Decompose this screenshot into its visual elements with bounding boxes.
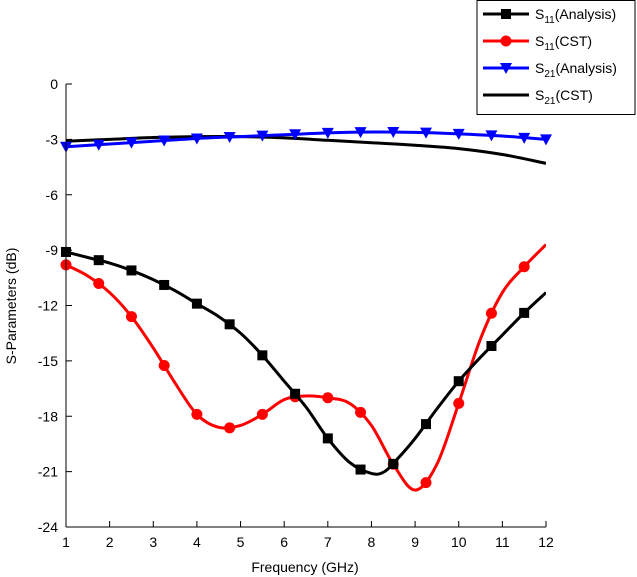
data-point [355, 406, 367, 418]
data-point [453, 376, 464, 387]
x-tick-label: 8 [368, 534, 376, 550]
y-tick-label: -18 [38, 408, 58, 424]
data-point [421, 419, 431, 430]
data-point [486, 340, 497, 351]
series-line [66, 243, 546, 492]
series-21-cst [66, 134, 546, 165]
legend-label: S21(Analysis) [535, 60, 617, 80]
y-tick-label: -24 [38, 519, 58, 535]
data-point [322, 392, 334, 404]
y-tick-label: -3 [46, 131, 59, 147]
legend-label: S11(Analysis) [535, 6, 616, 26]
x-tick-label: 9 [411, 534, 419, 550]
y-tick-label: -9 [46, 242, 59, 258]
data-point [354, 127, 367, 139]
legend-item: S11(Analysis) [483, 6, 616, 26]
x-tick-label: 5 [237, 534, 245, 550]
data-point [191, 298, 202, 309]
y-tick-label: -21 [38, 464, 58, 480]
x-tick-label: 6 [280, 534, 288, 550]
series-line [66, 130, 546, 149]
legend-marker [500, 35, 512, 47]
data-point [92, 139, 105, 151]
data-point [518, 261, 530, 273]
plot-area [60, 127, 552, 492]
data-point [224, 319, 235, 330]
legend-item: S21(Analysis) [483, 60, 617, 80]
legend-item: S11(CST) [483, 33, 592, 53]
data-point [158, 135, 171, 147]
data-point [388, 458, 399, 469]
data-point [191, 408, 203, 420]
data-point [190, 133, 203, 145]
data-point [223, 132, 236, 144]
data-point [540, 134, 552, 146]
data-point [420, 477, 432, 489]
data-point [159, 279, 170, 290]
data-point [93, 277, 105, 289]
x-tick-label: 3 [149, 534, 157, 550]
data-point [519, 307, 530, 318]
series-line [66, 250, 546, 476]
data-point [452, 128, 465, 140]
data-point [125, 311, 137, 323]
data-point [453, 397, 465, 409]
data-point [125, 137, 138, 149]
y-tick-label: 0 [50, 76, 58, 92]
data-point [158, 359, 170, 371]
x-tick-label: 7 [324, 534, 332, 550]
x-tick-label: 2 [106, 534, 114, 550]
data-point [289, 129, 302, 141]
x-tick-label: 11 [495, 534, 510, 550]
data-point [256, 130, 269, 142]
data-point [322, 433, 333, 444]
data-point [257, 350, 268, 361]
data-point [387, 127, 400, 139]
y-axis-title: S-Parameters (dB) [3, 248, 19, 365]
legend-item: S21(CST) [483, 87, 593, 107]
data-point [126, 265, 137, 276]
data-point [485, 307, 497, 319]
legend-marker [501, 9, 511, 19]
data-point [256, 408, 268, 420]
data-point [485, 130, 498, 142]
y-tick-label: -12 [38, 298, 58, 314]
x-axis-title: Frequency (GHz) [251, 559, 358, 575]
data-point [321, 127, 334, 139]
data-point [420, 127, 432, 139]
data-point [290, 388, 301, 399]
data-point [355, 464, 366, 475]
legend-label: S11(CST) [535, 33, 592, 53]
series-11-cst [60, 243, 546, 492]
legend-label: S21(CST) [535, 87, 593, 107]
series-line [66, 134, 546, 165]
y-tick-label: -15 [38, 353, 58, 369]
x-tick-label: 4 [193, 534, 201, 550]
x-tick-label: 1 [62, 534, 70, 550]
x-tick-label: 12 [538, 534, 554, 550]
data-point [518, 132, 531, 144]
legend: S11(Analysis) S11(CST) S21(Analysis) S21(CS… [476, 0, 636, 115]
legend-marker [500, 63, 512, 74]
series-21-analysis [60, 127, 552, 153]
y-tick-label: -6 [46, 187, 59, 203]
x-tick-label: 10 [451, 534, 467, 550]
data-point [224, 422, 236, 434]
axes: 1 2 3 4 5 6 7 8 9 10 11 120-3-6-9-12-15-18-21-24 [38, 76, 554, 550]
data-point [93, 255, 104, 266]
